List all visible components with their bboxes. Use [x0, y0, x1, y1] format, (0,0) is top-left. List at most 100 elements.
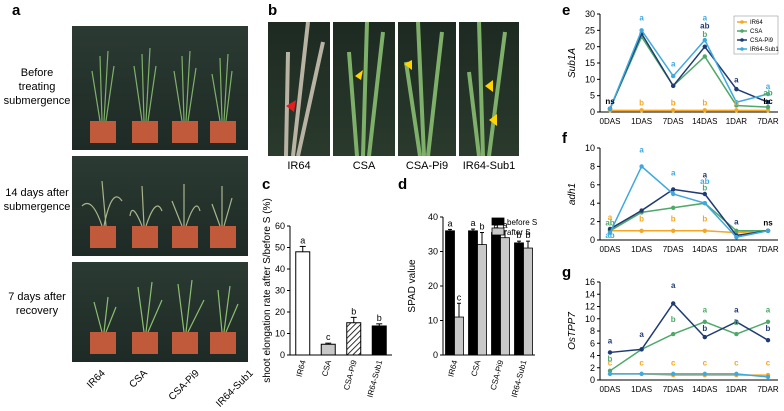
stem-ir64-image	[284, 22, 325, 156]
panel-c-letter-IR64: a	[300, 235, 305, 245]
panel-f-sig-letter: a	[734, 217, 739, 226]
panel-e-sig-letter: a	[766, 82, 771, 91]
panel-f-y-tick-label: 6	[590, 180, 595, 190]
panel-d-letter: b	[525, 230, 530, 240]
panel-g-point-CSA-Pi9	[765, 337, 771, 343]
row-label-7days: 7 days after recovery	[8, 291, 66, 317]
panel-e-point-IR64-Sub1	[702, 37, 707, 43]
panel-f-series-CSA-Pi9	[609, 188, 769, 237]
panel-f-series-IR64-Sub1	[609, 165, 769, 239]
panel-g-point-CSA	[765, 319, 771, 325]
panel-f-x-label: 1DAR	[726, 245, 748, 254]
panel-f-sig-letter: ab	[700, 177, 709, 186]
panel-d-letter: a	[502, 220, 507, 230]
panel-g-point-CSA-Pi9	[702, 334, 707, 340]
panel-d-bar-IR64-0	[445, 230, 455, 356]
panel-d-bar-CSA-Pi9-1	[500, 237, 510, 356]
panel-c-y-tick-label: 40	[275, 264, 285, 274]
panel-d-bar-IR64-Sub1-1	[523, 247, 533, 356]
panel-d-y-tick-label: 30	[428, 247, 438, 257]
panel-e-y-tick-label: 20	[585, 42, 595, 52]
panel-d-x-label-IR64: IR64	[446, 359, 459, 378]
panel-e-series-CSA-Pi9	[609, 31, 769, 110]
panel-letter-b: b	[268, 2, 278, 19]
panel-d-y-tick-label: 20	[428, 281, 438, 291]
panel-d-bar-IR64-Sub1-0	[514, 242, 524, 356]
panel-g-y-tick-label: 8	[590, 326, 595, 336]
panel-letter-d: d	[398, 176, 408, 193]
panel-f-sig-letter: a	[639, 146, 644, 155]
panel-c-y-tick-label: 0	[280, 350, 285, 360]
panel-f-point-IR64	[702, 228, 707, 233]
panel-g-y-tick-label: 2	[590, 363, 595, 373]
panel-e-point-IR64	[702, 108, 707, 113]
panel-e-sig-letter: a	[639, 14, 644, 23]
panel-e-point-CSA	[734, 103, 739, 108]
panel-c-x-label-CSA: CSA	[320, 359, 333, 378]
panel-f-sig-letter: b	[702, 215, 707, 224]
panel-e-sig-letter: ns	[605, 97, 615, 106]
panel-c-bar-CSA	[320, 343, 336, 356]
panel-e-y-tick-label: 5	[590, 91, 595, 101]
panel-f-sig-letter: ab	[605, 231, 614, 240]
panel-g-point-CSA-Pi9	[734, 319, 739, 325]
arrow-yellow-icon	[355, 70, 363, 80]
panel-e-point-IR64-Sub1	[734, 100, 739, 105]
stem-label-ir64: IR64	[287, 160, 311, 172]
panel-e-point-CSA	[765, 104, 771, 110]
panel-f-point-IR64-Sub1	[671, 191, 676, 197]
panel-f-point-CSA-Pi9	[639, 208, 644, 213]
panel-g-y-tick-label: 16	[585, 277, 595, 287]
panel-e-series-IR64-Sub1	[609, 28, 769, 110]
panel-e-sig-letter: b	[671, 98, 676, 107]
panel-g-point-CSA-Pi9	[671, 301, 676, 306]
panel-g-sig-letter: c	[766, 358, 771, 367]
panel-f-y-tick-label: 8	[590, 161, 595, 171]
panel-e-y-tick-label: 25	[585, 25, 595, 35]
panel-d-bar-CSA-Pi9-0	[491, 232, 501, 356]
stem-label-csa-pi9: CSA-Pi9	[405, 160, 449, 172]
panel-d-legend-label: after S	[507, 228, 531, 237]
panel-c-y-tick-label: 10	[275, 329, 285, 339]
stem-photo-ir64-sub1	[459, 22, 519, 156]
panel-f-point-IR64-Sub1	[607, 230, 613, 235]
panel-e-x-label: 1DAS	[631, 117, 652, 126]
arrow-yellow-icon	[489, 114, 497, 126]
panel-e-sig-letter: a	[703, 14, 708, 23]
panel-e-point-CSA	[702, 54, 707, 59]
panel-f-point-CSA	[671, 205, 676, 210]
panel-d-letter: b	[479, 222, 484, 232]
panel-g-sig-letter: a	[703, 306, 708, 315]
panel-g-sig-letter: c	[671, 358, 676, 367]
panel-g-point-IR64-Sub1	[639, 371, 644, 377]
panel-f-point-IR64-Sub1	[734, 235, 739, 240]
panel-g-sig-letter: c	[639, 358, 644, 367]
panel-e-sig-letter: b	[734, 98, 739, 107]
panel-g-point-IR64-Sub1	[734, 371, 739, 377]
panel-e-series-CSA	[609, 35, 769, 110]
panel-f-point-IR64-Sub1	[639, 164, 644, 169]
panel-f-series-CSA	[609, 202, 768, 232]
panel-e-legend-marker	[740, 29, 744, 33]
panel-g-y-tick-label: 6	[590, 338, 595, 348]
panel-e-point-IR64	[734, 108, 739, 113]
arrow-yellow-icon	[485, 80, 493, 92]
panel-g-point-CSA-Pi9	[639, 347, 644, 352]
panel-e-y-tick-label: 30	[585, 9, 595, 19]
plants-14days-image	[81, 180, 236, 248]
panel-g-x-label: 1DAR	[726, 385, 748, 394]
panel-f-sig-letter: b	[671, 215, 676, 224]
panel-e-y-tick-label: 0	[590, 107, 595, 117]
panel-d-legend-label: before S	[507, 218, 537, 227]
panel-c-bar-CSA-Pi9	[346, 322, 362, 356]
panel-c-x-label-IR64: IR64	[295, 359, 308, 378]
panel-d-letter: a	[470, 218, 475, 228]
panel-d-y-tick-label: 10	[428, 316, 438, 326]
panel-g-sig-letter: c	[703, 358, 708, 367]
panel-f-sig-letter: ab	[605, 218, 614, 227]
panel-d-x-label-IR64-Sub1: IR64-Sub1	[510, 359, 529, 399]
panel-f-x-label: 1DAS	[631, 245, 652, 254]
panel-e-x-label: 7DAS	[663, 117, 684, 126]
panel-e-point-IR64-Sub1	[607, 106, 613, 111]
